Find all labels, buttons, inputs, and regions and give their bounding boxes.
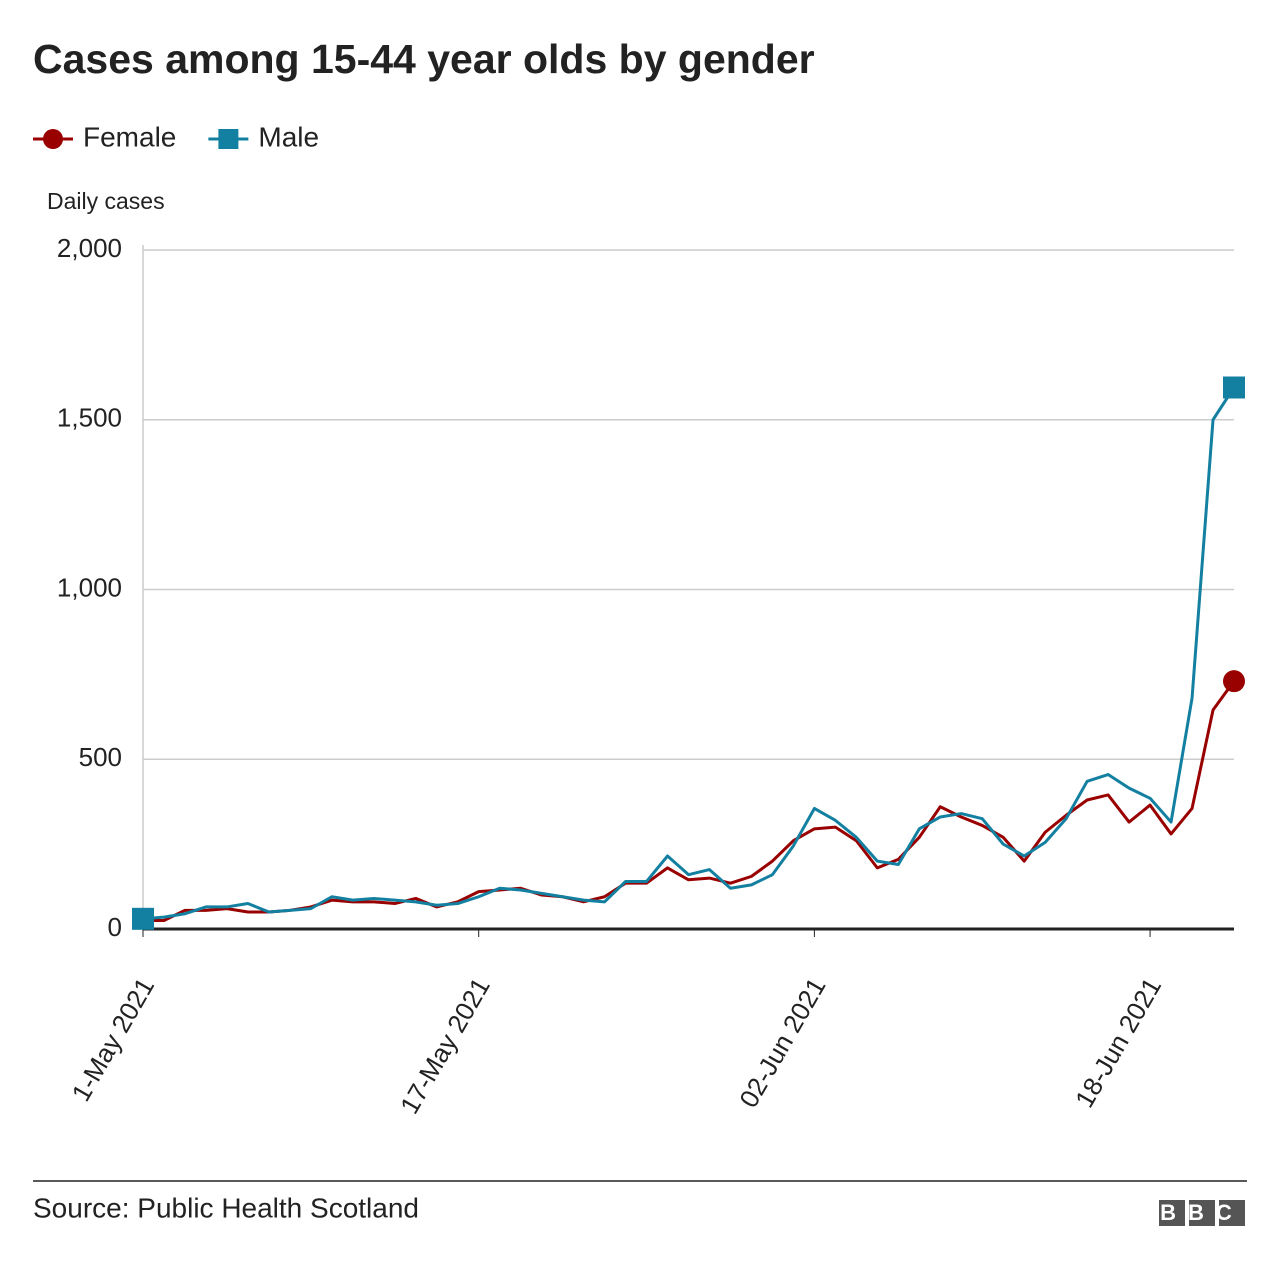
legend-entry: Female [33,121,176,152]
x-tick-label: 17-May 2021 [394,972,496,1118]
legend-entry: Male [208,121,319,152]
x-tick-label: 18-Jun 2021 [1069,972,1167,1112]
series-line [142,386,1236,921]
chart-title: Cases among 15-44 year olds by gender [33,36,815,82]
y-axis-label: Daily cases [47,188,165,214]
marker [132,907,154,930]
legend-marker [43,129,63,149]
y-tick-label: 0 [108,912,122,942]
series-line [143,680,1236,923]
bbc-logo: BBC [1159,1200,1245,1226]
y-tick-label: 1,500 [57,403,122,433]
marker [1223,376,1245,399]
legend-label: Male [258,121,319,152]
legend-label: Female [83,121,176,152]
x-tick-label: 02-Jun 2021 [733,972,831,1112]
marker [1223,670,1245,693]
y-tick-label: 2,000 [57,233,122,263]
logo-text: BBC [1160,1200,1244,1225]
y-tick-label: 500 [79,742,122,772]
source: Source: Public Health Scotland [33,1192,419,1223]
legend-marker [218,129,239,149]
y-tick-label: 1,000 [57,572,122,602]
x-tick-label: 1-May 2021 [66,972,161,1106]
